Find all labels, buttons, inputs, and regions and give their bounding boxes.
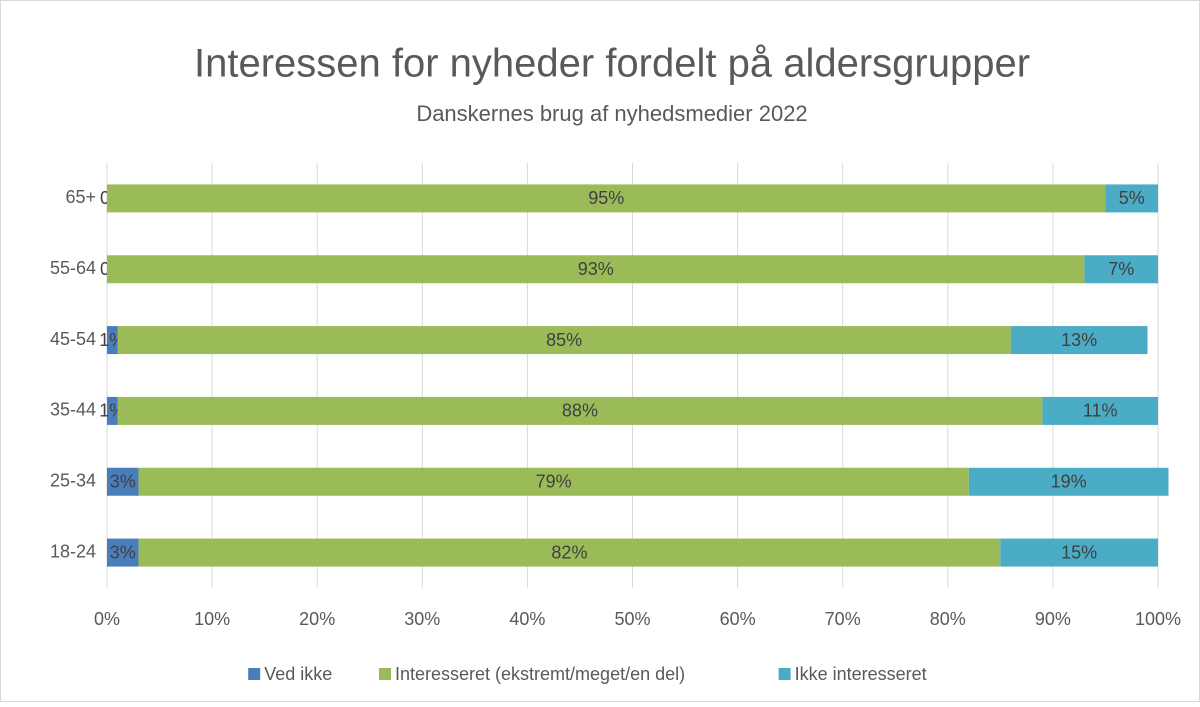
bar-segment <box>107 538 139 567</box>
bar-segment <box>107 184 1106 213</box>
legend-swatch <box>778 668 791 680</box>
bar-segment <box>117 326 1011 355</box>
x-tick-label: 60% <box>720 609 756 629</box>
legend-label: Ved ikke <box>264 664 332 684</box>
bar-segment <box>1010 326 1148 355</box>
bar-segment <box>968 467 1169 496</box>
data-label: 82% <box>551 542 587 562</box>
bar-segment <box>107 396 118 425</box>
data-label: 93% <box>578 259 614 279</box>
x-tick-label: 90% <box>1035 609 1071 629</box>
bar-segment <box>107 326 118 355</box>
bar-segment <box>138 538 1001 567</box>
x-tick-label: 10% <box>194 609 230 629</box>
x-tick-label: 70% <box>825 609 861 629</box>
data-label: 3% <box>110 472 136 492</box>
data-label: 85% <box>546 330 582 350</box>
legend-swatch <box>248 668 261 680</box>
data-label: 95% <box>588 188 624 208</box>
chart-subtitle: Danskernes brug af nyhedsmedier 2022 <box>416 101 807 126</box>
data-label: 88% <box>562 401 598 421</box>
chart-title: Interessen for nyheder fordelt på alders… <box>194 42 1030 86</box>
x-tick-label: 30% <box>404 609 440 629</box>
data-label: 13% <box>1061 330 1097 350</box>
bar-segment <box>1042 396 1158 425</box>
x-tick-label: 0% <box>94 609 120 629</box>
bar-segment <box>107 255 1085 284</box>
legend-label: Ikke interesseret <box>795 664 927 684</box>
data-label: 11% <box>1083 401 1118 421</box>
legend-swatch <box>379 668 391 680</box>
x-tick-label: 50% <box>614 609 650 629</box>
legend-label: Interesseret (ekstremt/meget/en del) <box>395 664 685 684</box>
y-tick-label: 35-44 <box>50 400 96 420</box>
y-tick-label: 18-24 <box>50 541 96 561</box>
y-tick-label: 55-64 <box>50 258 96 278</box>
y-tick-label: 65+ <box>65 187 96 207</box>
bar-segment <box>1105 184 1158 213</box>
data-label: 5% <box>1119 188 1145 208</box>
bar-segment <box>107 467 139 496</box>
bar-segment <box>138 467 969 496</box>
data-label: 7% <box>1108 259 1134 279</box>
x-tick-label: 20% <box>299 609 335 629</box>
y-tick-label: 25-34 <box>50 471 96 491</box>
x-tick-label: 100% <box>1135 609 1181 629</box>
data-label: 19% <box>1051 472 1087 492</box>
data-label: 3% <box>110 542 136 562</box>
bar-segment <box>1084 255 1158 284</box>
y-tick-label: 45-54 <box>50 329 96 349</box>
x-tick-label: 80% <box>930 609 966 629</box>
bar-segment <box>117 396 1043 425</box>
data-label: 79% <box>536 472 572 492</box>
bar-segment <box>1000 538 1158 567</box>
x-tick-label: 40% <box>509 609 545 629</box>
data-label: 15% <box>1061 542 1097 562</box>
